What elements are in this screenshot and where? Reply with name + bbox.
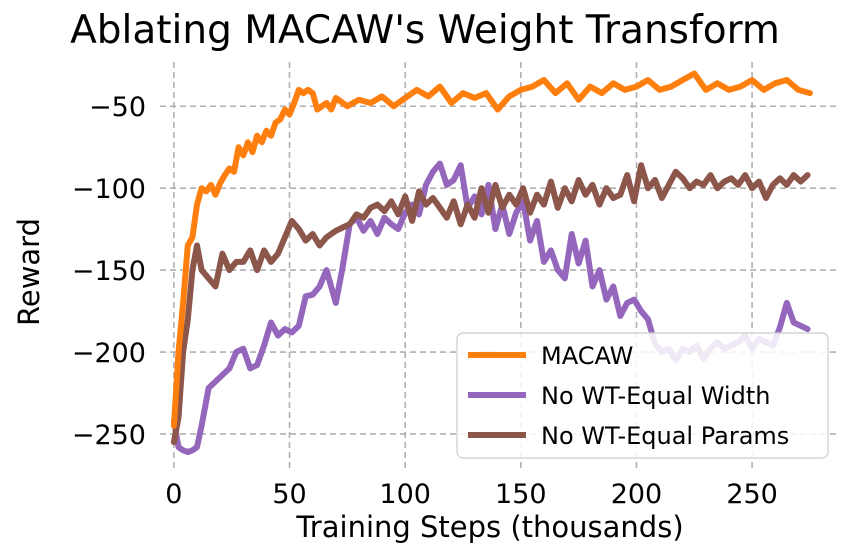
x-tick-label: 100 (379, 479, 431, 510)
x-tick-label: 250 (726, 479, 778, 510)
y-axis-title: Reward (12, 218, 46, 326)
y-axis-ticks: −50 −100 −150 −200 −250 (72, 92, 146, 451)
legend-label-no-wt-equal-params: No WT-Equal Params (541, 422, 789, 450)
x-tick-label: 150 (495, 479, 547, 510)
x-tick-label: 50 (272, 479, 306, 510)
y-tick-label: −200 (72, 338, 146, 369)
y-tick-label: −150 (72, 256, 146, 287)
legend-box (456, 332, 829, 459)
x-axis-title: Training Steps (thousands) (295, 510, 683, 544)
chart-title: Ablating MACAW's Weight Transform (70, 8, 780, 53)
y-tick-label: −100 (72, 174, 146, 205)
legend-label-no-wt-equal-width: No WT-Equal Width (541, 382, 770, 410)
series-line-no-wt-equal-params (170, 162, 811, 446)
legend: MACAW No WT-Equal Width No WT-Equal Para… (456, 332, 829, 459)
y-tick-label: −50 (89, 92, 146, 123)
y-tick-label: −250 (72, 420, 146, 451)
x-axis-ticks: 0 50 100 150 200 250 (165, 479, 778, 510)
legend-label-macaw: MACAW (541, 342, 633, 370)
x-tick-label: 0 (165, 479, 182, 510)
x-tick-label: 200 (611, 479, 663, 510)
series-line-macaw (170, 70, 813, 429)
